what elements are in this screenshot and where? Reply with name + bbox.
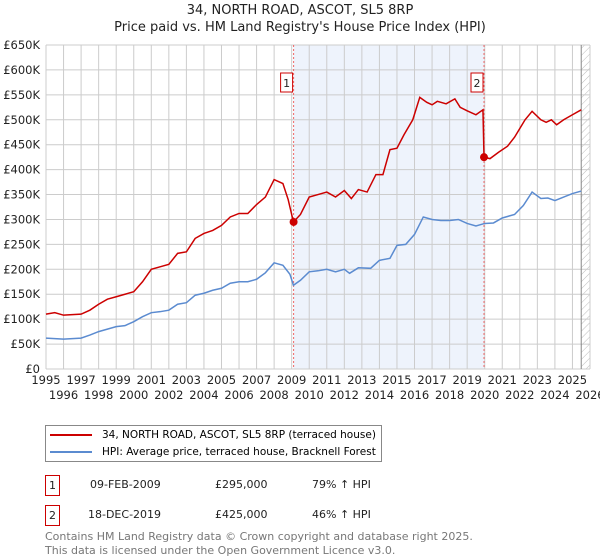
x-tick-label: 2011 [312, 373, 341, 387]
x-tick-label: 2012 [330, 388, 359, 402]
sale-label: 2 [474, 77, 481, 90]
y-tick-label: £250K [3, 237, 40, 251]
y-tick-label: £300K [3, 212, 40, 226]
legend-label-property: 34, NORTH ROAD, ASCOT, SL5 8RP (terraced… [102, 429, 376, 441]
x-tick-label: 2002 [154, 388, 183, 402]
x-tick-label: 2009 [277, 373, 306, 387]
footer-licence: This data is licensed under the Open Gov… [45, 544, 396, 557]
x-tick-label: 2023 [523, 373, 552, 387]
sale-hpi-delta: 46% ↑ HPI [312, 508, 371, 521]
sale-hpi-delta: 79% ↑ HPI [312, 478, 371, 491]
property-line [45, 96, 582, 316]
sale-label-box [280, 72, 294, 93]
chart-title: 34, NORTH ROAD, ASCOT, SL5 8RP [186, 3, 414, 18]
x-tick-label: 2013 [347, 373, 376, 387]
sale-point [480, 153, 489, 162]
legend-swatch-hpi [50, 451, 92, 453]
sale-marker-badge: 1 [45, 475, 60, 496]
sale-price: £295,000 [215, 478, 268, 491]
y-tick-label: £650K [3, 38, 40, 52]
sale-price: £425,000 [215, 508, 268, 521]
y-tick-label: £450K [3, 138, 40, 152]
y-tick-label: £150K [3, 287, 40, 301]
y-tick-label: £350K [3, 188, 40, 202]
x-tick-label: 2016 [400, 388, 429, 402]
x-tick-label: 2022 [505, 388, 534, 402]
chart-subtitle: Price paid vs. HM Land Registry's House … [114, 20, 486, 35]
future-hatch [581, 45, 590, 369]
sale-date: 09-FEB-2009 [90, 478, 161, 491]
x-tick-label: 2025 [558, 373, 587, 387]
y-tick-label: £200K [3, 262, 40, 276]
legend-item-property: 34, NORTH ROAD, ASCOT, SL5 8RP (terraced… [50, 427, 376, 443]
x-tick-label: 1995 [31, 373, 60, 387]
x-tick-label: 2017 [417, 373, 446, 387]
x-tick-label: 2005 [207, 373, 236, 387]
legend-swatch-property [50, 434, 92, 436]
x-tick-label: 2003 [172, 373, 201, 387]
x-tick-label: 2018 [435, 388, 464, 402]
x-tick-label: 2007 [242, 373, 271, 387]
x-tick-label: 1996 [49, 388, 78, 402]
shaded-period [293, 45, 485, 369]
footer-copyright: Contains HM Land Registry data © Crown c… [45, 530, 473, 543]
x-tick-label: 2020 [470, 388, 499, 402]
y-tick-label: £100K [3, 312, 40, 326]
x-tick-label: 2006 [224, 388, 253, 402]
sale-row: 2 18-DEC-2019 £425,000 46% ↑ HPI [45, 505, 545, 526]
x-tick-label: 2014 [365, 388, 394, 402]
x-tick-label: 1998 [84, 388, 113, 402]
y-tick-label: £0 [25, 362, 40, 376]
x-tick-label: 1999 [102, 373, 131, 387]
price-chart: 1995199619971998199920002001200220032004… [3, 38, 600, 402]
legend: 34, NORTH ROAD, ASCOT, SL5 8RP (terraced… [45, 425, 382, 462]
legend-label-hpi: HPI: Average price, terraced house, Brac… [102, 446, 376, 458]
y-tick-label: £50K [11, 337, 41, 351]
x-tick-label: 2015 [382, 373, 411, 387]
sale-point [289, 217, 298, 226]
x-tick-label: 2008 [259, 388, 288, 402]
x-tick-label: 2000 [119, 388, 148, 402]
sale-marker-badge: 2 [45, 505, 60, 526]
x-tick-label: 1997 [66, 373, 95, 387]
y-tick-label: £600K [3, 63, 40, 77]
sale-row: 1 09-FEB-2009 £295,000 79% ↑ HPI [45, 475, 545, 496]
x-tick-label: 2019 [453, 373, 482, 387]
x-tick-label: 2010 [295, 388, 324, 402]
legend-item-hpi: HPI: Average price, terraced house, Brac… [50, 444, 376, 460]
x-tick-label: 2026 [575, 388, 600, 402]
y-tick-label: £400K [3, 163, 40, 177]
sale-date: 18-DEC-2019 [88, 508, 162, 521]
sale-label: 1 [283, 77, 290, 90]
x-tick-label: 2021 [488, 373, 517, 387]
y-tick-label: £500K [3, 113, 40, 127]
x-tick-label: 2004 [189, 388, 218, 402]
x-tick-label: 2001 [137, 373, 166, 387]
sale-label-box [470, 72, 484, 93]
hpi-line [45, 190, 582, 340]
y-tick-label: £550K [3, 88, 40, 102]
x-tick-label: 2024 [540, 388, 569, 402]
